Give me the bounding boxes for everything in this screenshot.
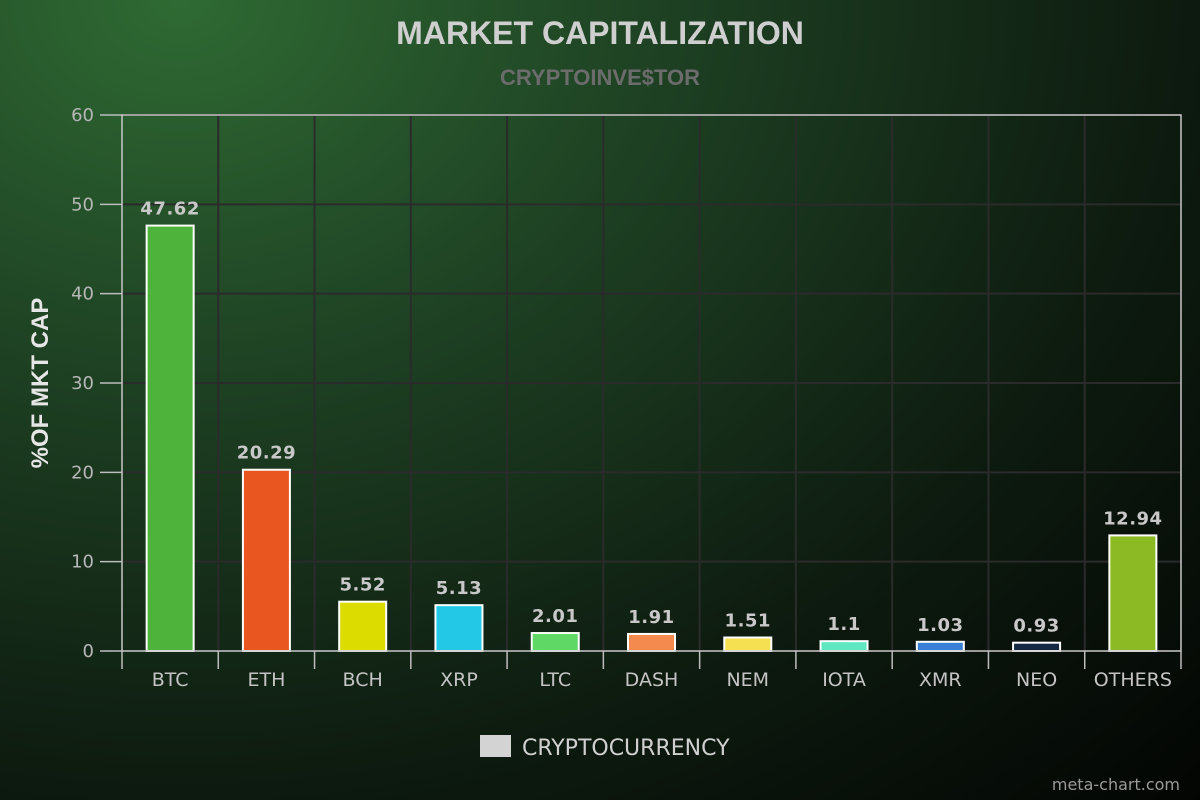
- bar-neo[interactable]: [1012, 641, 1062, 653]
- x-tick-label-eth: ETH: [247, 669, 285, 691]
- x-tick-label-xrp: XRP: [440, 669, 478, 691]
- bar-bch[interactable]: [338, 600, 388, 652]
- bar-ltc[interactable]: [530, 632, 580, 653]
- value-label-others: 12.94: [1103, 508, 1162, 529]
- x-tick-label-iota: IOTA: [822, 669, 866, 691]
- y-axis-label: %OF MKT CAP: [27, 298, 54, 469]
- value-label-xrp: 5.13: [436, 578, 482, 599]
- value-label-ltc: 2.01: [532, 606, 578, 627]
- value-label-btc: 47.62: [140, 199, 199, 220]
- bar-others[interactable]: [1108, 534, 1158, 652]
- bars: [145, 224, 1158, 653]
- x-tick-label-dash: DASH: [625, 669, 679, 691]
- x-tick-label-others: OTHERS: [1094, 669, 1172, 691]
- value-label-xmr: 1.03: [917, 615, 963, 636]
- bar-dash[interactable]: [627, 632, 676, 652]
- y-tick-label: 10: [71, 552, 94, 573]
- value-label-dash: 1.91: [628, 607, 674, 628]
- x-tick-label-btc: BTC: [152, 669, 189, 691]
- legend-swatch[interactable]: [480, 735, 511, 757]
- value-label-eth: 20.29: [237, 443, 296, 464]
- value-label-neo: 0.93: [1013, 616, 1059, 637]
- y-tick-label: 30: [71, 373, 94, 394]
- bar-xrp[interactable]: [434, 604, 484, 652]
- credit-text[interactable]: meta-chart.com: [1052, 775, 1180, 794]
- value-label-bch: 5.52: [339, 575, 385, 596]
- x-tick-label-xmr: XMR: [919, 669, 962, 691]
- y-tick-label: 0: [83, 641, 94, 662]
- legend[interactable]: CRYPTOCURRENCY: [480, 735, 730, 761]
- x-tick-label-neo: NEO: [1016, 669, 1057, 691]
- bar-btc[interactable]: [145, 224, 195, 652]
- axes: [100, 114, 1182, 669]
- x-tick-label-bch: BCH: [343, 669, 383, 691]
- chart-subtitle: CRYPTOINVE$TOR: [500, 65, 700, 90]
- y-tick-label: 50: [71, 194, 94, 215]
- bar-xmr[interactable]: [915, 640, 965, 652]
- value-labels: 47.62 20.29 5.52 5.13 2.01 1.91 1.51 1.1 1.03 0.9…: [140, 199, 1162, 637]
- y-tick-label: 60: [71, 105, 94, 126]
- value-label-iota: 1.1: [827, 614, 860, 635]
- bar-eth[interactable]: [241, 468, 291, 653]
- value-label-nem: 1.51: [725, 611, 771, 632]
- chart-title: MARKET CAPITALIZATION: [396, 15, 804, 51]
- y-tick-label: 40: [71, 284, 94, 305]
- bar-nem[interactable]: [723, 636, 773, 653]
- x-tick-label-nem: NEM: [726, 669, 769, 691]
- plot-border: [121, 114, 1182, 652]
- tick-labels: 0 10 20 30 40 50 60 BTC ETH BCH XRP LTC DASH NEM IOTA X…: [71, 105, 1172, 691]
- x-tick-label-ltc: LTC: [539, 669, 571, 691]
- bar-iota[interactable]: [819, 640, 869, 653]
- y-tick-label: 20: [71, 462, 94, 483]
- legend-label[interactable]: CRYPTOCURRENCY: [522, 736, 730, 761]
